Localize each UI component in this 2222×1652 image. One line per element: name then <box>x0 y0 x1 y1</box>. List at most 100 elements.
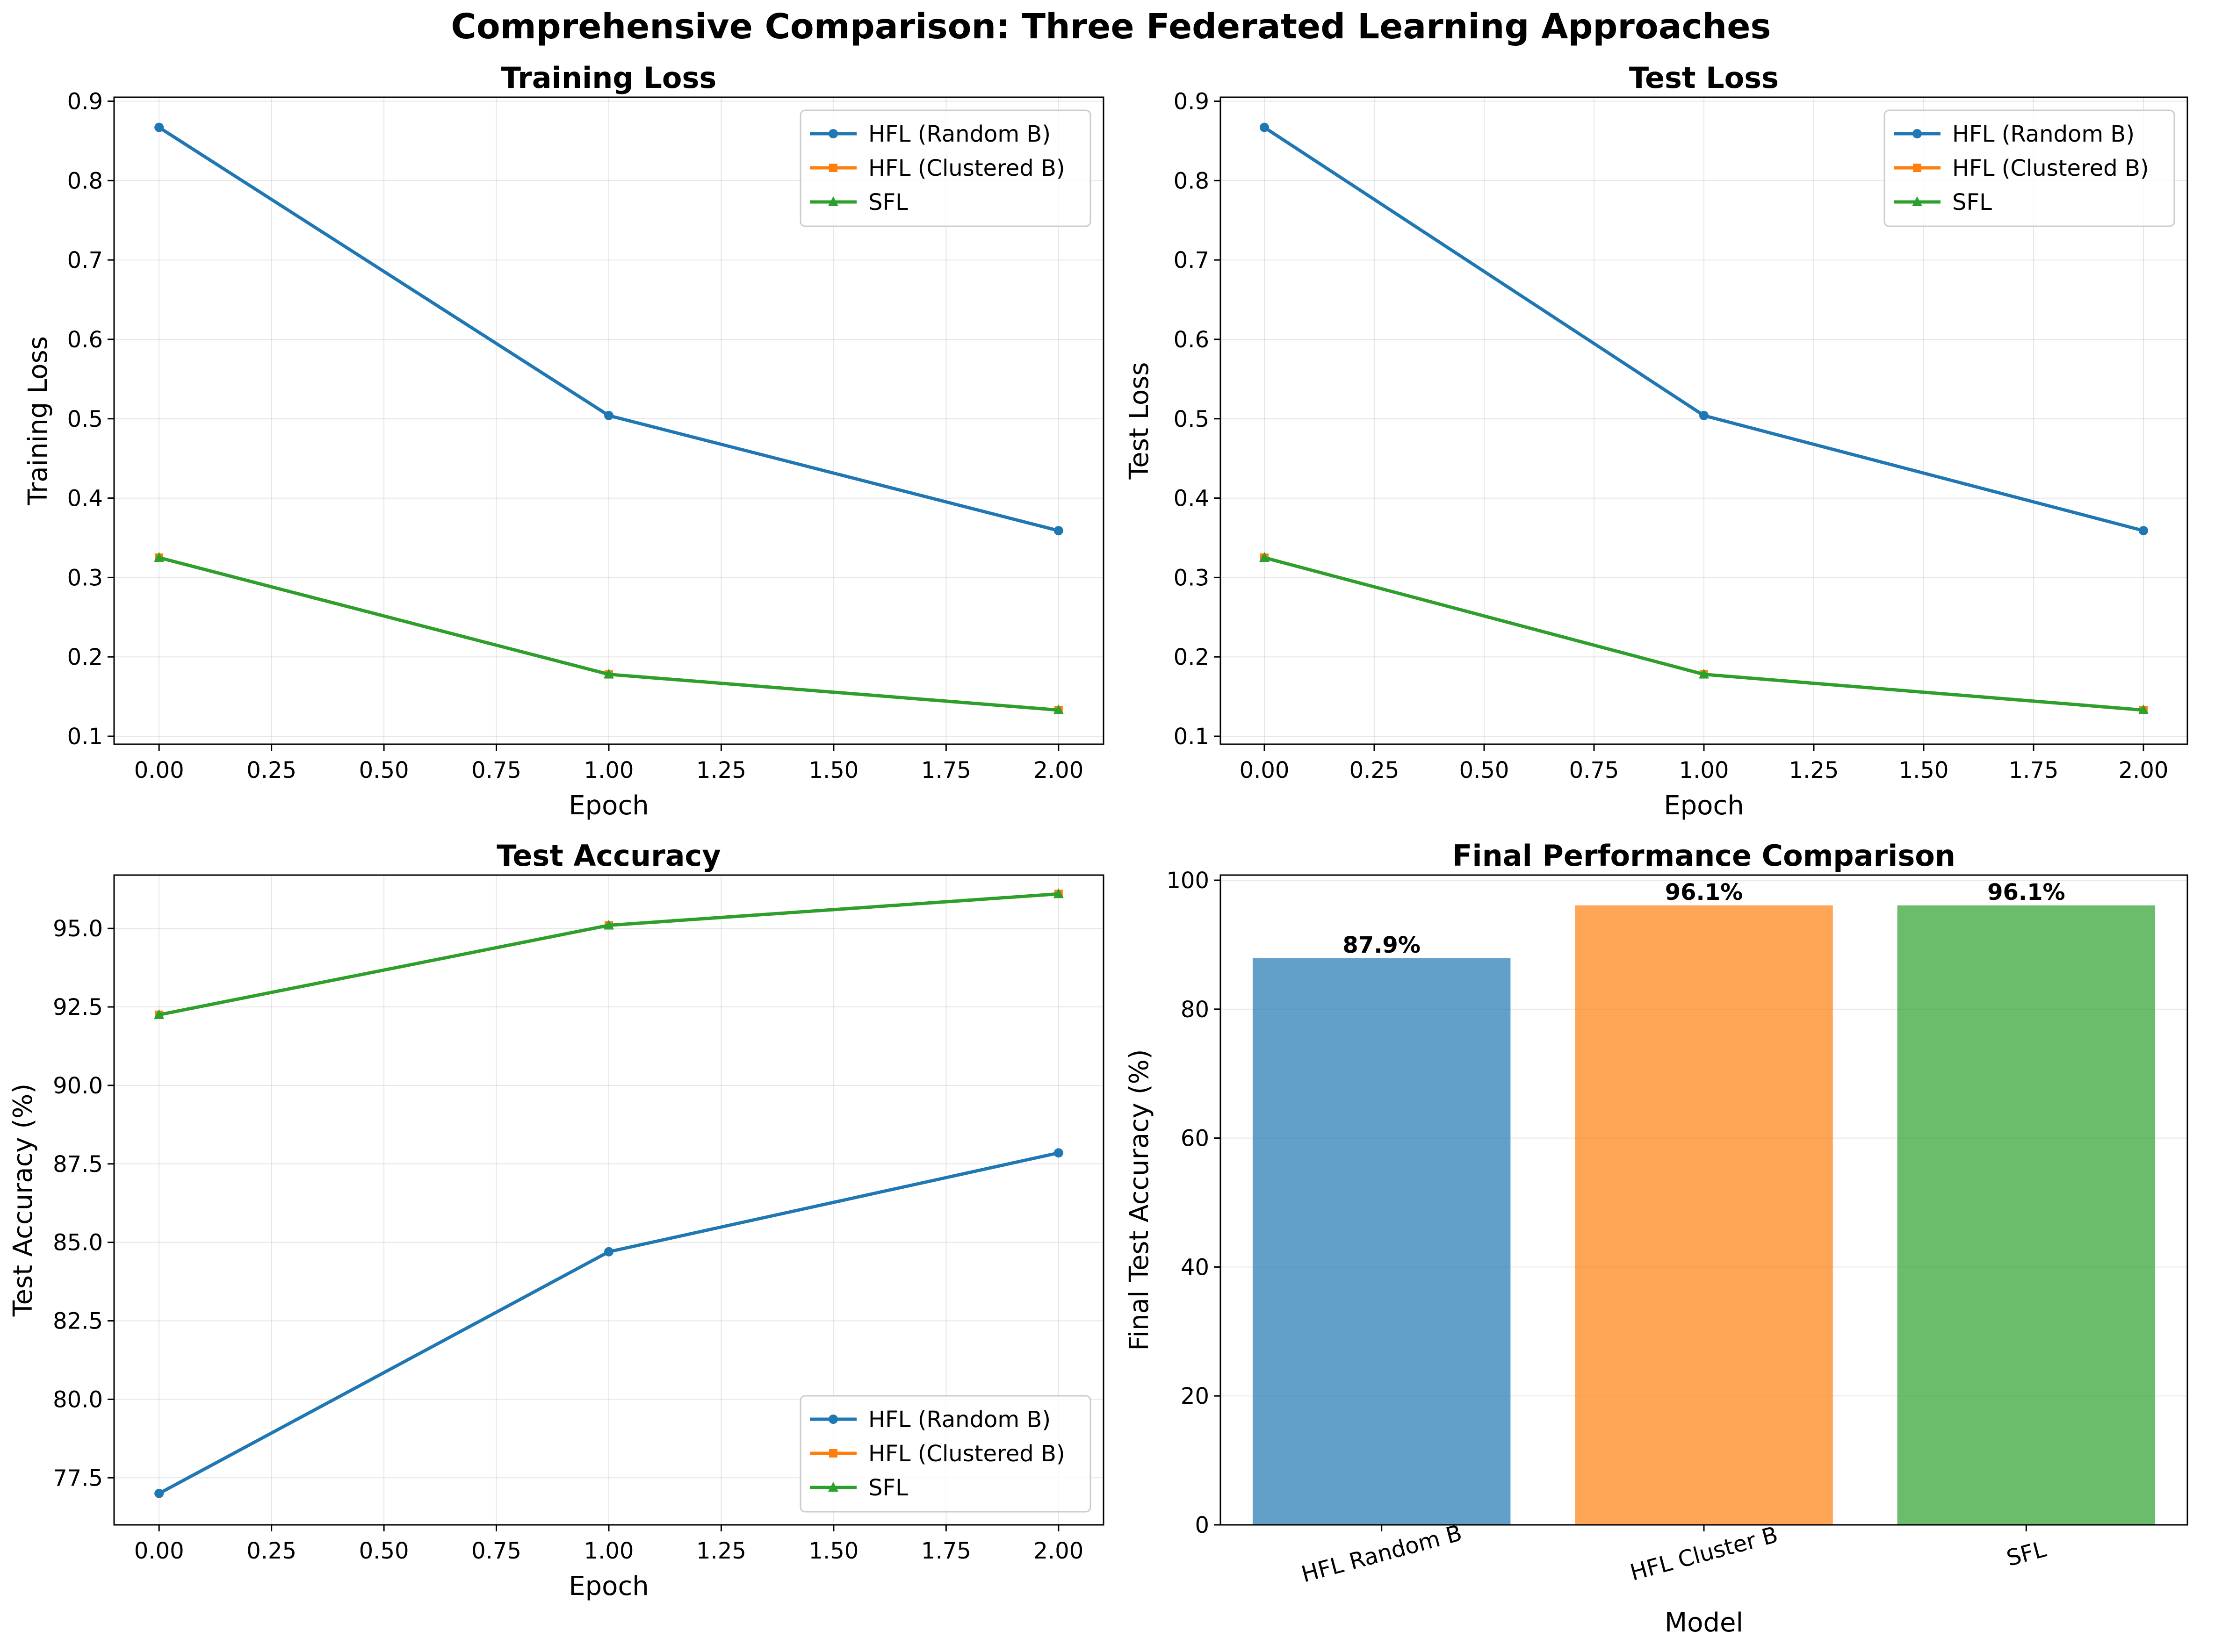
x-tick-label: 1.00 <box>584 757 634 783</box>
x-tick-label: 0.00 <box>134 1538 184 1564</box>
axes-frame <box>113 96 1104 745</box>
series-2-point <box>604 919 614 930</box>
y-axis-label: Test Loss <box>1124 362 1154 480</box>
x-tick-label: 1.25 <box>696 1538 746 1564</box>
x-tick-label: 1.50 <box>808 757 858 783</box>
series-2-point <box>154 1009 165 1019</box>
y-tick-label: 80 <box>1181 997 1209 1023</box>
y-tick-label: 80.0 <box>53 1386 103 1413</box>
x-tick-label: 0.25 <box>246 757 296 783</box>
x-axis-label: Epoch <box>569 1571 649 1602</box>
x-tick-label: 1.00 <box>584 1538 634 1564</box>
x-tick-label: 2.00 <box>2119 757 2169 783</box>
legend-entry: HFL (Random B) <box>1952 121 2135 147</box>
legend-entry: SFL <box>868 1475 908 1501</box>
x-tick-label: 1.25 <box>696 757 746 783</box>
y-tick-label: 90.0 <box>53 1073 103 1099</box>
axes-title: Final Performance Comparison <box>1452 839 1955 873</box>
x-tick-label: 1.75 <box>2009 757 2059 783</box>
y-axis-label: Test Accuracy (%) <box>8 1084 38 1317</box>
legend-marker <box>829 164 837 172</box>
y-tick-label: 0.7 <box>67 247 103 273</box>
y-tick-label: 100 <box>1166 868 1209 894</box>
series-0-point <box>604 1247 613 1257</box>
x-tick-label: 0.00 <box>134 757 184 783</box>
x-tick-label: 1.50 <box>808 1538 858 1564</box>
axes-frame <box>1219 874 2188 1526</box>
y-tick-label: 0.7 <box>1174 247 1209 273</box>
series-0-point <box>1053 1148 1063 1158</box>
bar-value-label: 87.9% <box>1342 932 1421 958</box>
legend-box <box>1883 109 2175 227</box>
x-tick-label: 0.75 <box>471 1538 521 1564</box>
x-axis-label: Epoch <box>569 790 649 821</box>
series-0-point <box>154 122 164 132</box>
legend-entry: SFL <box>868 189 908 215</box>
x-tick-label: 1.75 <box>921 757 971 783</box>
x-tick-label: 0.50 <box>359 1538 409 1564</box>
legend-marker <box>1912 196 1922 206</box>
legend-entry: HFL (Clustered B) <box>868 1441 1065 1467</box>
series-0-point <box>1260 122 1269 132</box>
y-tick-label: 87.5 <box>53 1151 103 1178</box>
y-tick-label: 0.4 <box>67 486 103 512</box>
legend-entry: SFL <box>1952 189 1992 215</box>
y-tick-label: 0 <box>1195 1512 1209 1538</box>
axes-title: Test Loss <box>1629 61 1779 95</box>
bar-2 <box>1897 905 2156 1525</box>
training-loss-panel: 0.00 0.25 0.50 0.75 1.00 1.25 1.50 1.75 2.00 0.1 0… <box>23 61 1104 821</box>
x-tick-label: 0.75 <box>1569 757 1619 783</box>
bar-value-label: 96.1% <box>1987 879 2065 905</box>
x-axis-label: Epoch <box>1664 790 1744 821</box>
y-tick-label: 92.5 <box>53 994 103 1020</box>
y-tick-label: 0.8 <box>67 168 103 194</box>
x-tick-label: 0.25 <box>1349 757 1400 783</box>
x-tick-label: 0.75 <box>471 757 521 783</box>
series-2-point <box>154 552 165 562</box>
y-tick-label: 0.2 <box>67 644 103 670</box>
y-tick-label: 40 <box>1181 1254 1209 1280</box>
y-tick-label: 85.0 <box>53 1230 103 1256</box>
axes-frame <box>113 874 1104 1526</box>
axes-frame <box>1219 96 2188 745</box>
y-tick-label: 0.9 <box>1174 88 1209 115</box>
y-tick-label: 0.1 <box>1174 724 1209 750</box>
y-tick-label: 0.6 <box>1174 327 1209 353</box>
legend: HFL (Random B) HFL (Clustered B) SFL <box>1883 109 2175 227</box>
series-0-point <box>1699 410 1709 420</box>
y-axis-label: Final Test Accuracy (%) <box>1124 1049 1154 1350</box>
x-tick-label: 2.00 <box>1033 1538 1083 1564</box>
final-performance-panel: 0 20 40 60 80 100 Final Test Accuracy (%) 87.9%… <box>1124 839 2188 1638</box>
y-tick-label: 0.2 <box>1174 644 1209 670</box>
legend-marker <box>1912 129 1922 138</box>
legend-marker <box>1913 164 1921 172</box>
y-tick-label: 82.5 <box>53 1308 103 1335</box>
legend-box <box>800 109 1091 227</box>
series-0-point <box>604 410 613 420</box>
x-tick-label: 0.50 <box>359 757 409 783</box>
bar-value-label: 96.1% <box>1665 879 1743 905</box>
series-0-point <box>154 1488 164 1498</box>
test-accuracy-panel: 0.00 0.25 0.50 0.75 1.00 1.25 1.50 1.75 2.00 77.5… <box>8 839 1104 1602</box>
y-tick-label: 0.4 <box>1174 486 1209 512</box>
series-2-point <box>2138 704 2149 714</box>
figure-title: Comprehensive Comparison: Three Federate… <box>451 7 1771 47</box>
y-tick-label: 0.5 <box>1174 406 1209 432</box>
y-tick-label: 95.0 <box>53 916 103 942</box>
bar-0 <box>1252 958 1511 1525</box>
series-0-point <box>1053 526 1063 536</box>
legend: HFL (Random B) HFL (Clustered B) SFL <box>800 1395 1091 1513</box>
legend-entry: HFL (Clustered B) <box>1952 155 2149 181</box>
axes-title: Test Accuracy <box>497 839 721 873</box>
y-tick-label: 20 <box>1181 1383 1209 1409</box>
y-tick-label: 0.1 <box>67 724 103 750</box>
x-tick-label: 1.25 <box>1789 757 1839 783</box>
series-0-point <box>2139 526 2148 536</box>
legend-marker <box>829 1449 837 1458</box>
series-2-point <box>1259 552 1270 562</box>
x-axis-label: Model <box>1665 1608 1743 1638</box>
y-tick-label: 60 <box>1181 1126 1209 1152</box>
y-tick-label: 0.8 <box>1174 168 1209 194</box>
